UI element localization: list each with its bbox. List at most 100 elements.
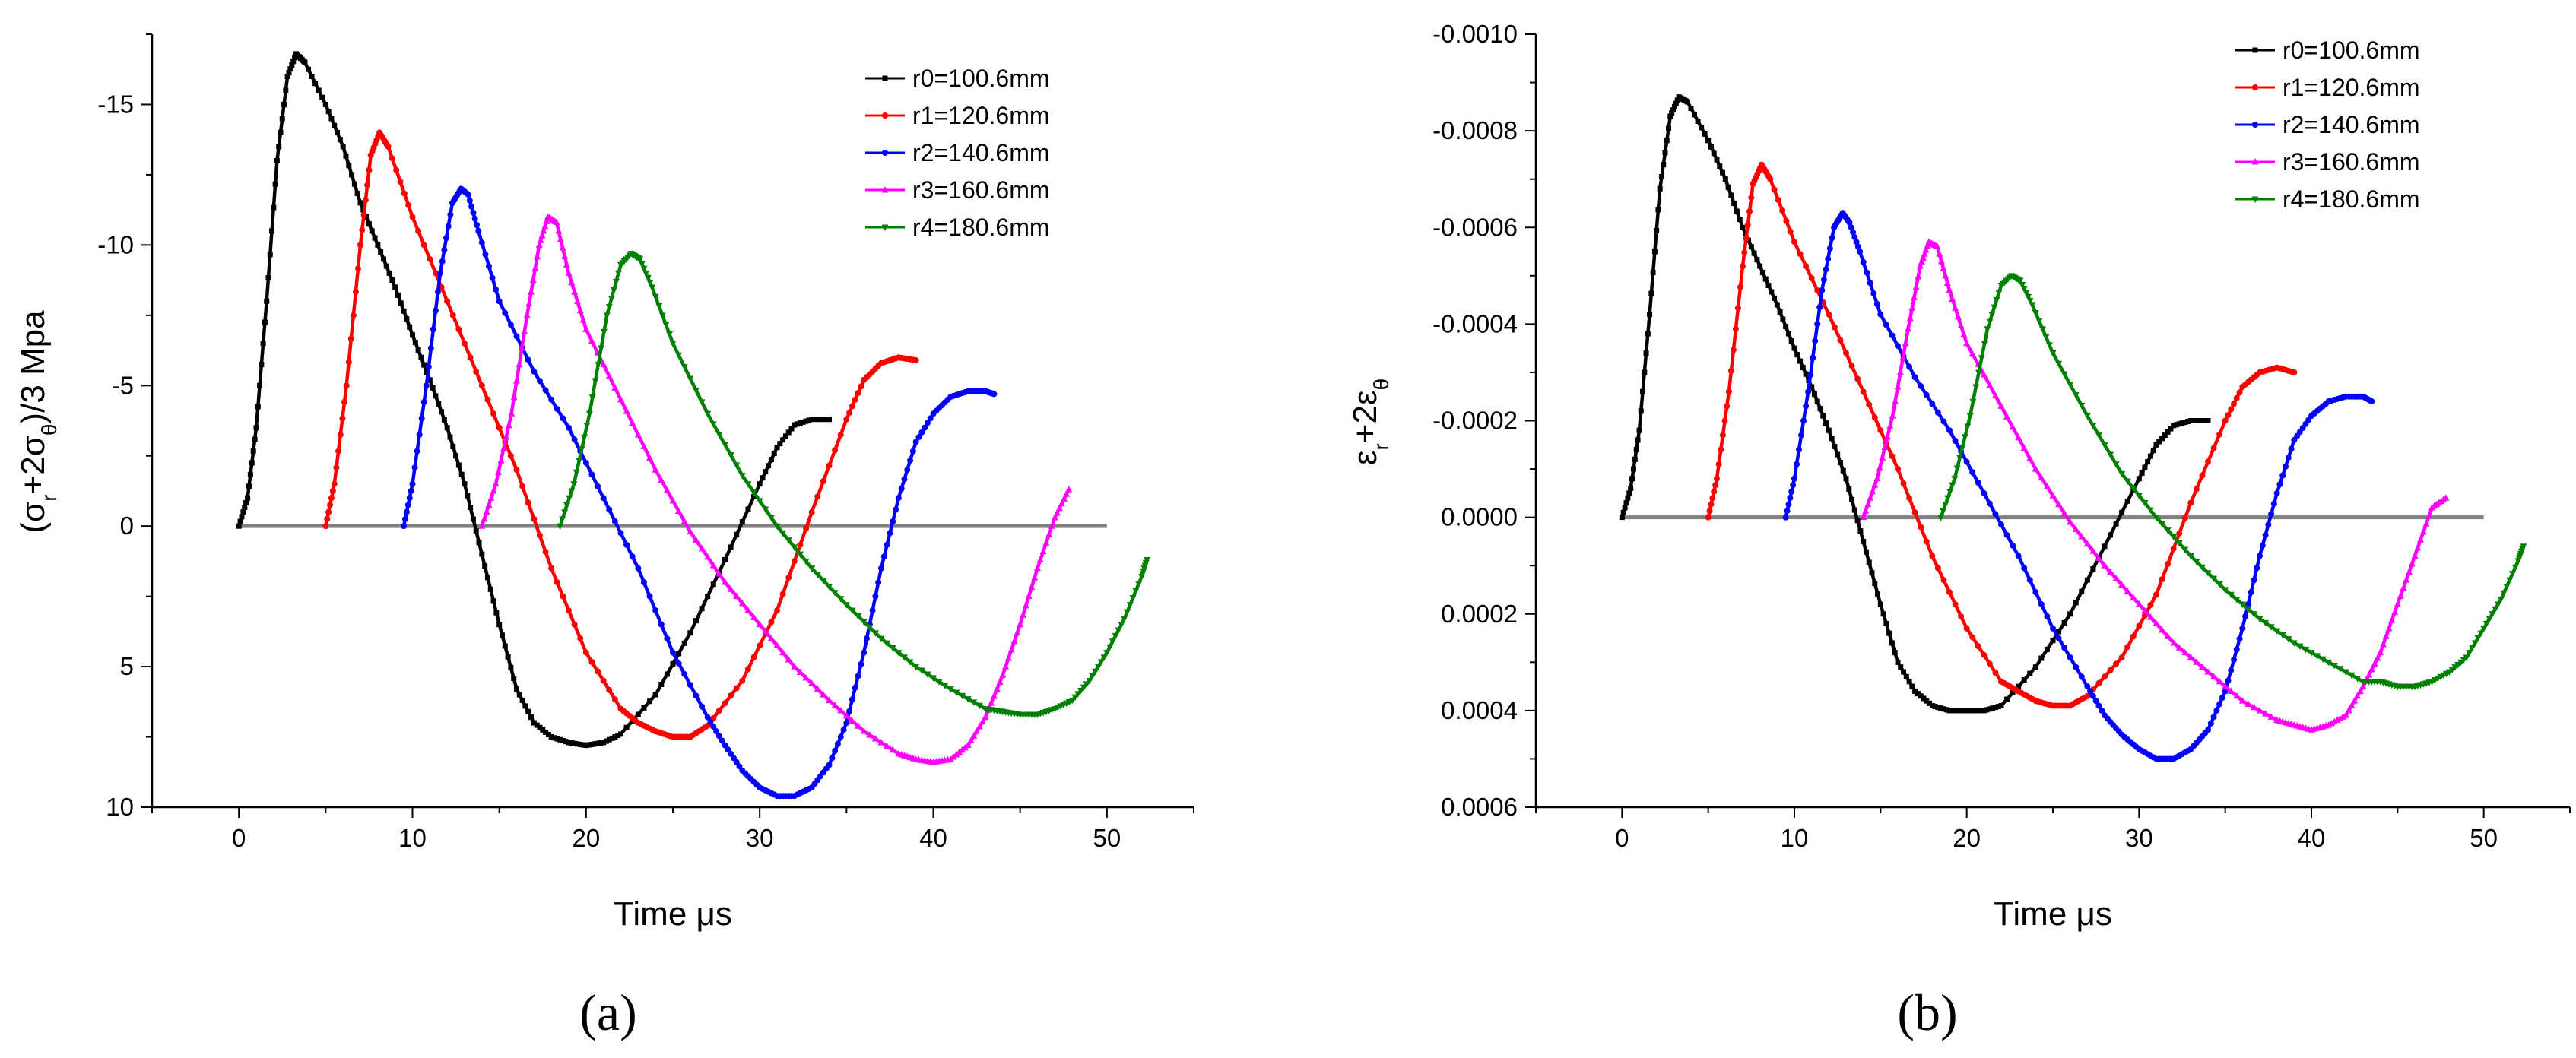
data-point — [525, 708, 531, 714]
y-tick-label: 5 — [120, 652, 134, 680]
data-point — [2225, 412, 2232, 419]
data-point — [1783, 324, 1789, 330]
data-point — [1921, 250, 1928, 257]
data-point — [1767, 176, 1774, 182]
data-point — [1031, 573, 1039, 581]
series-line — [237, 52, 830, 747]
data-point — [823, 417, 830, 423]
y-axis-label-part: )/3 Mpa — [14, 310, 52, 424]
data-point — [1086, 678, 1093, 685]
data-point — [614, 270, 622, 277]
data-point — [2101, 562, 2108, 569]
data-point — [1951, 476, 1959, 483]
data-point — [2231, 657, 2237, 664]
data-point — [553, 218, 560, 226]
data-point — [473, 221, 480, 228]
data-point — [1702, 131, 1708, 137]
data-point — [904, 467, 911, 474]
data-point — [2279, 632, 2286, 639]
data-point — [795, 421, 801, 427]
data-point — [2199, 418, 2205, 423]
data-point — [354, 191, 360, 197]
data-point — [852, 396, 858, 403]
series-line — [558, 252, 1149, 717]
data-point — [1724, 403, 1731, 410]
data-point — [561, 252, 569, 259]
series-r4=180.6mm — [1937, 273, 2527, 691]
y-tick-label: 0.0002 — [1441, 600, 1518, 628]
data-point — [687, 682, 693, 689]
data-point — [1986, 381, 1994, 388]
data-point — [855, 722, 862, 729]
data-point — [2118, 581, 2126, 588]
data-point — [1771, 186, 1778, 193]
data-point — [1814, 398, 1820, 404]
x-tick-label: 40 — [919, 824, 947, 852]
data-point — [829, 755, 836, 762]
data-point — [2079, 588, 2085, 594]
legend: r0=100.6mm r1=120.6mm r2=140.6mm r3=160.6mm… — [865, 65, 1050, 241]
data-point — [662, 322, 670, 329]
data-point — [2342, 711, 2349, 718]
data-point — [2050, 638, 2056, 644]
data-point — [2442, 494, 2450, 501]
data-point — [2107, 568, 2114, 575]
data-point — [2089, 547, 2097, 554]
data-point — [806, 417, 812, 423]
data-point — [588, 471, 595, 478]
data-point — [877, 635, 885, 643]
data-point — [1734, 208, 1740, 214]
data-point — [2477, 630, 2485, 638]
data-point — [2055, 500, 2063, 508]
data-point — [1782, 514, 1789, 521]
data-point — [675, 660, 682, 667]
data-point — [2135, 600, 2143, 607]
data-point — [852, 684, 858, 691]
data-point — [2368, 398, 2375, 405]
data-point — [543, 729, 549, 735]
data-point — [1661, 162, 1667, 168]
data-point — [601, 740, 607, 746]
data-point — [1991, 391, 1999, 399]
data-point — [1058, 499, 1065, 507]
data-point — [383, 263, 389, 269]
data-point — [302, 59, 308, 65]
data-point — [316, 87, 322, 93]
data-point — [401, 523, 408, 530]
data-point — [2270, 500, 2277, 507]
data-point — [563, 739, 569, 745]
data-point — [566, 424, 572, 431]
y-axis-label-part: +2σ — [14, 436, 52, 494]
data-point — [900, 654, 908, 661]
data-point — [617, 395, 624, 403]
data-point — [999, 671, 1007, 678]
data-point — [588, 394, 596, 401]
data-point — [820, 478, 826, 485]
data-point — [1036, 556, 1044, 563]
y-tick-label: 0.0004 — [1441, 696, 1518, 724]
data-point — [439, 409, 445, 415]
data-point — [1889, 453, 1896, 460]
data-point — [2043, 483, 2051, 489]
data-point — [416, 431, 423, 438]
data-point — [240, 509, 246, 515]
data-point — [687, 375, 694, 383]
data-point — [514, 686, 519, 692]
data-point — [1725, 388, 1732, 395]
data-point — [606, 506, 613, 513]
data-point — [611, 518, 618, 525]
data-point — [698, 399, 706, 406]
data-point — [1743, 236, 1750, 242]
data-point — [1912, 688, 1918, 694]
data-point — [2056, 629, 2062, 635]
data-point — [585, 410, 593, 418]
data-point — [1953, 708, 1959, 714]
data-point — [1898, 664, 1904, 670]
data-point — [378, 249, 384, 255]
data-point — [826, 584, 833, 591]
data-point — [2146, 613, 2154, 620]
data-point — [843, 720, 850, 727]
data-point — [1923, 538, 1930, 545]
data-point — [1751, 250, 1757, 256]
data-point — [797, 541, 804, 548]
